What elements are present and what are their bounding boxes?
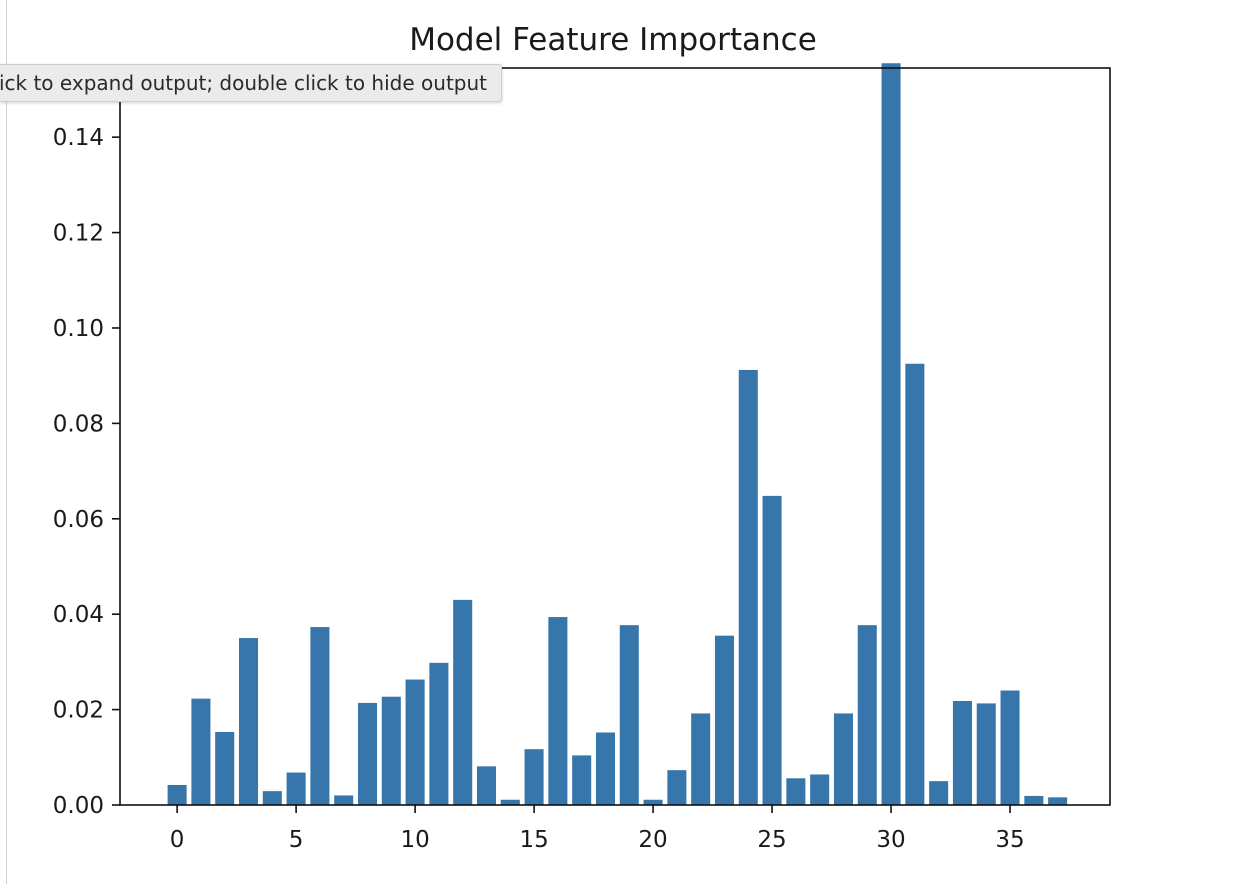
x-tick-label: 25 (757, 827, 786, 853)
bar-feature-0 (167, 784, 187, 805)
chart-title: Model Feature Importance (409, 22, 817, 58)
bar-feature-7 (334, 795, 354, 805)
x-tick-label: 10 (400, 827, 429, 853)
bar-feature-37 (1048, 797, 1068, 805)
y-tick-label: 0.06 (53, 507, 104, 533)
bar-feature-36 (1024, 795, 1044, 805)
x-tick-label: 20 (638, 827, 667, 853)
bar-feature-32 (929, 781, 949, 805)
y-tick-label: 0.08 (53, 411, 104, 437)
bar-feature-25 (762, 495, 782, 805)
y-tick-label: 0.14 (53, 125, 104, 151)
bars-group (167, 63, 1068, 805)
x-tick-label: 5 (289, 827, 304, 853)
y-tick-label: 0.12 (53, 221, 104, 247)
bar-feature-17 (572, 755, 592, 805)
bar-feature-27 (810, 774, 830, 805)
bar-feature-33 (952, 701, 972, 805)
bar-feature-10 (405, 679, 425, 805)
bar-feature-30 (881, 63, 901, 805)
bar-feature-15 (524, 749, 544, 805)
bar-feature-5 (286, 772, 306, 805)
bar-feature-13 (476, 766, 497, 805)
y-axis: 0.00 0.02 0.04 0.06 0.08 0.10 0.12 0.14 (53, 125, 120, 819)
x-tick-label: 30 (876, 827, 905, 853)
bar-feature-12 (453, 599, 473, 805)
bar-feature-11 (429, 662, 449, 805)
bar-feature-16 (548, 617, 568, 805)
bar-feature-26 (786, 778, 806, 805)
bar-feature-8 (357, 702, 378, 805)
x-tick-label: 35 (995, 827, 1024, 853)
bar-feature-29 (857, 625, 877, 805)
bar-feature-3 (238, 638, 259, 805)
y-tick-label: 0.04 (53, 602, 104, 628)
bar-feature-22 (691, 713, 711, 805)
bar-feature-9 (381, 696, 401, 805)
y-tick-label: 0.00 (53, 793, 104, 819)
bar-feature-34 (976, 703, 996, 805)
plot-frame (119, 67, 1111, 806)
bar-feature-35 (1000, 690, 1020, 805)
bar-feature-14 (500, 799, 520, 805)
bar-feature-2 (215, 732, 235, 805)
bar-feature-6 (310, 627, 330, 805)
expand-output-tooltip[interactable]: Click to expand output; double click to … (0, 64, 502, 102)
y-tick-label: 0.10 (53, 316, 104, 342)
bar-feature-18 (595, 732, 615, 805)
bar-feature-31 (905, 363, 925, 805)
y-tick-label: 0.02 (53, 698, 104, 724)
cell-left-border (6, 0, 7, 884)
tooltip-text: Click to expand output; double click to … (0, 71, 487, 95)
bar-feature-28 (833, 713, 853, 805)
bar-feature-4 (262, 791, 282, 805)
bar-feature-21 (667, 770, 687, 805)
bar-feature-20 (643, 799, 663, 805)
x-axis: 0 5 10 15 20 25 30 35 (170, 805, 1025, 853)
bar-feature-24 (738, 369, 758, 805)
x-tick-label: 0 (170, 827, 185, 853)
bar-feature-23 (714, 635, 734, 805)
bar-feature-19 (619, 625, 639, 805)
x-tick-label: 15 (519, 827, 548, 853)
bar-feature-1 (191, 698, 211, 805)
